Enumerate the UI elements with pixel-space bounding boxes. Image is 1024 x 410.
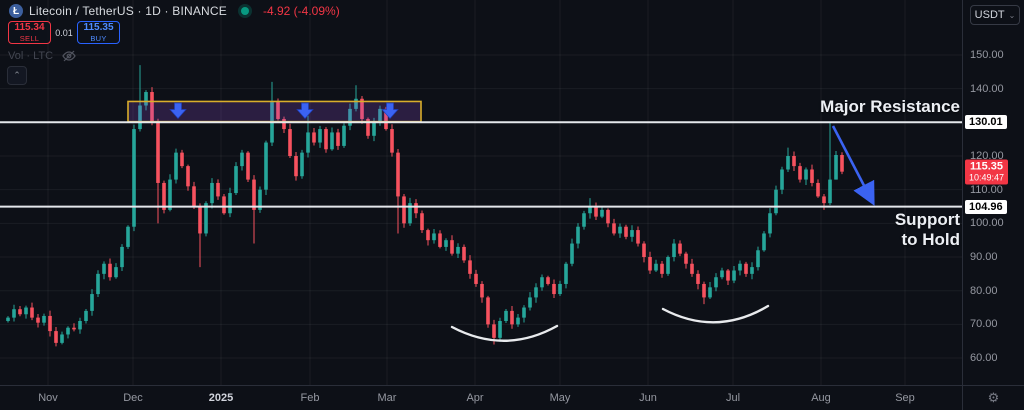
- axis-corner: ⚙: [962, 385, 1024, 410]
- support-label: 104.96: [965, 199, 1007, 214]
- price-tick-label: 140.00: [970, 82, 1004, 95]
- buy-label: BUY: [90, 33, 107, 43]
- trade-widget: 115.34 SELL 0.01 115.35 BUY: [8, 21, 120, 44]
- spread-value: 0.01: [55, 27, 73, 38]
- time-tick-label: Dec: [123, 392, 143, 404]
- time-tick-label: Jul: [725, 392, 741, 404]
- price-tick-label: 80.00: [970, 284, 998, 297]
- sell-price: 115.34: [14, 21, 45, 33]
- symbol-legend[interactable]: Ł Litecoin / TetherUS · 1D · BINANCE -4.…: [9, 3, 340, 19]
- time-tick-label: Nov: [38, 392, 58, 404]
- currency-selector[interactable]: USDT ⌄: [970, 5, 1020, 25]
- price-tick-label: 60.00: [970, 352, 998, 365]
- litecoin-logo-icon: Ł: [9, 4, 23, 18]
- price-change-text: -4.92 (-4.09%): [262, 4, 340, 18]
- last-price-label: 115.35 10:49:47: [965, 159, 1009, 185]
- chart-canvas[interactable]: Major Resistance Support to Hold Ł Litec…: [0, 0, 962, 385]
- buy-price: 115.35: [83, 21, 114, 33]
- gear-icon[interactable]: ⚙: [987, 390, 1000, 405]
- sell-label: SELL: [19, 33, 40, 43]
- support-annotation-line2: to Hold: [901, 229, 960, 249]
- price-tick-label: 70.00: [970, 318, 998, 331]
- time-tick-label: Sep: [895, 392, 915, 404]
- support-annotation: Support to Hold: [895, 210, 960, 249]
- chevron-up-icon: ⌃: [13, 70, 21, 80]
- time-tick-label: 2025: [208, 392, 234, 404]
- resistance-annotation: Major Resistance: [820, 97, 960, 117]
- price-axis[interactable]: USDT ⌄ 150.00 140.00 120.00 110.00 100.00 90.…: [962, 0, 1024, 385]
- time-tick-label: Mar: [377, 392, 397, 404]
- price-tick-label: 100.00: [970, 217, 1004, 230]
- time-tick-label: Feb: [300, 392, 320, 404]
- volume-study-row[interactable]: Vol · LTC: [8, 50, 76, 62]
- resistance-annotation-text: Major Resistance: [820, 97, 960, 116]
- chevron-down-icon: ⌄: [1008, 10, 1016, 20]
- volume-study-label: Vol · LTC: [8, 50, 54, 62]
- sell-button[interactable]: 115.34 SELL: [8, 21, 51, 44]
- time-tick-label: Jun: [639, 392, 657, 404]
- buy-button[interactable]: 115.35 BUY: [77, 21, 120, 44]
- pane-collapse-button[interactable]: ⌃: [7, 66, 27, 85]
- candlestick-chart[interactable]: [0, 0, 962, 385]
- time-tick-label: May: [549, 392, 571, 404]
- price-tick-label: 150.00: [970, 49, 1004, 61]
- price-tick-label: 120.00: [970, 150, 1004, 162]
- time-tick-label: Apr: [466, 392, 484, 404]
- price-tick-label: 110.00: [970, 183, 1003, 196]
- price-tick-label: 90.00: [970, 251, 998, 264]
- support-annotation-line1: Support: [894, 210, 960, 229]
- market-status-dot-icon: [240, 7, 249, 15]
- time-tick-label: Aug: [811, 392, 831, 404]
- symbol-title[interactable]: Litecoin / TetherUS · 1D · BINANCE: [29, 4, 227, 18]
- time-axis[interactable]: Nov Dec 2025 Feb Mar Apr May Jun Jul Aug Sep: [0, 385, 962, 410]
- resistance-label: 130.01: [965, 115, 1007, 130]
- currency-label: USDT: [974, 9, 1005, 21]
- eye-hidden-icon[interactable]: [62, 50, 76, 62]
